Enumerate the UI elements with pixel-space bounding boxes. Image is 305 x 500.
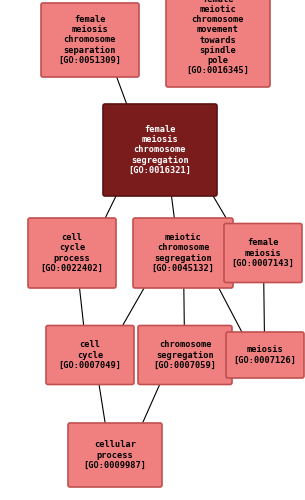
Text: female
meiosis
chromosome
separation
[GO:0051309]: female meiosis chromosome separation [GO…	[59, 16, 121, 64]
FancyBboxPatch shape	[41, 3, 139, 77]
Text: meiotic
chromosome
segregation
[GO:0045132]: meiotic chromosome segregation [GO:00451…	[152, 234, 214, 272]
Text: female
meiosis
[GO:0007143]: female meiosis [GO:0007143]	[231, 238, 295, 268]
FancyBboxPatch shape	[133, 218, 233, 288]
FancyBboxPatch shape	[138, 326, 232, 384]
Text: female
meiotic
chromosome
movement
towards
spindle
pole
[GO:0016345]: female meiotic chromosome movement towar…	[186, 0, 249, 74]
FancyBboxPatch shape	[103, 104, 217, 196]
FancyBboxPatch shape	[166, 0, 270, 87]
Text: cell
cycle
process
[GO:0022402]: cell cycle process [GO:0022402]	[41, 234, 103, 272]
FancyBboxPatch shape	[224, 224, 302, 282]
FancyBboxPatch shape	[46, 326, 134, 384]
Text: female
meiosis
chromosome
segregation
[GO:0016321]: female meiosis chromosome segregation [G…	[128, 126, 192, 174]
FancyBboxPatch shape	[68, 423, 162, 487]
Text: cellular
process
[GO:0009987]: cellular process [GO:0009987]	[84, 440, 146, 470]
FancyBboxPatch shape	[28, 218, 116, 288]
Text: cell
cycle
[GO:0007049]: cell cycle [GO:0007049]	[59, 340, 121, 370]
Text: chromosome
segregation
[GO:0007059]: chromosome segregation [GO:0007059]	[153, 340, 217, 370]
FancyBboxPatch shape	[226, 332, 304, 378]
Text: meiosis
[GO:0007126]: meiosis [GO:0007126]	[234, 346, 296, 364]
